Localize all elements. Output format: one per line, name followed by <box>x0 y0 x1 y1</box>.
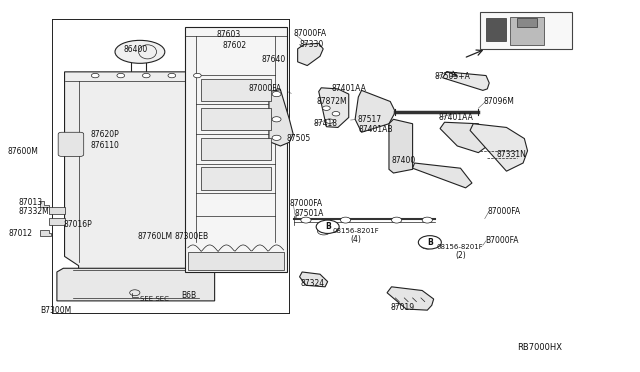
Polygon shape <box>269 90 293 146</box>
Bar <box>49 207 65 214</box>
Circle shape <box>117 73 125 78</box>
Text: 87501A: 87501A <box>294 209 324 218</box>
Circle shape <box>419 235 442 249</box>
Polygon shape <box>413 163 472 188</box>
Circle shape <box>316 220 339 234</box>
Bar <box>200 78 271 101</box>
Text: 87330: 87330 <box>300 40 324 49</box>
Bar <box>200 138 271 160</box>
Text: 86400: 86400 <box>124 45 148 54</box>
Text: 87300EB: 87300EB <box>174 232 209 241</box>
Polygon shape <box>40 231 51 236</box>
Circle shape <box>168 73 175 78</box>
Polygon shape <box>470 124 527 171</box>
Text: 87602: 87602 <box>223 41 247 51</box>
Text: 87324: 87324 <box>301 279 325 288</box>
Bar <box>510 17 543 45</box>
Text: B7300M: B7300M <box>40 306 72 315</box>
Text: 87019: 87019 <box>390 303 414 312</box>
Polygon shape <box>40 201 49 208</box>
Polygon shape <box>440 122 487 153</box>
Text: 87401AA: 87401AA <box>332 84 366 93</box>
Circle shape <box>421 241 434 249</box>
Polygon shape <box>298 43 323 65</box>
Text: 876110: 876110 <box>90 141 119 150</box>
Polygon shape <box>389 119 413 173</box>
Polygon shape <box>319 88 349 128</box>
Polygon shape <box>387 287 434 310</box>
Text: B6B: B6B <box>180 291 196 300</box>
Text: (2): (2) <box>456 251 466 260</box>
Text: 87872M: 87872M <box>317 97 348 106</box>
Polygon shape <box>300 272 328 287</box>
Circle shape <box>143 73 150 78</box>
Text: 87331N: 87331N <box>496 150 526 159</box>
Circle shape <box>323 106 330 110</box>
Circle shape <box>340 217 351 223</box>
Text: 87332M: 87332M <box>19 207 49 216</box>
Text: SEE SEC: SEE SEC <box>140 296 169 302</box>
Polygon shape <box>188 251 284 270</box>
Bar <box>200 167 271 190</box>
FancyBboxPatch shape <box>58 132 84 156</box>
Circle shape <box>272 117 281 122</box>
Text: 87603: 87603 <box>216 29 241 39</box>
Circle shape <box>332 112 340 116</box>
Ellipse shape <box>115 40 165 63</box>
Circle shape <box>301 217 311 223</box>
Text: 87000FA: 87000FA <box>293 29 326 38</box>
Text: 87418: 87418 <box>314 119 338 128</box>
Text: 87401AB: 87401AB <box>358 125 393 134</box>
Circle shape <box>92 73 99 78</box>
Text: 87640: 87640 <box>261 55 285 64</box>
Circle shape <box>422 217 433 223</box>
Text: 87000FA: 87000FA <box>248 84 282 93</box>
Bar <box>49 218 65 225</box>
Text: B: B <box>427 238 433 247</box>
Bar <box>516 19 537 27</box>
FancyBboxPatch shape <box>479 12 572 49</box>
Circle shape <box>317 228 330 235</box>
Polygon shape <box>184 27 287 272</box>
Text: 87013: 87013 <box>19 198 43 207</box>
Text: B7000FA: B7000FA <box>484 236 518 246</box>
Bar <box>486 19 506 41</box>
Polygon shape <box>443 72 489 90</box>
Text: 87096M: 87096M <box>483 97 515 106</box>
Text: 87505: 87505 <box>287 134 311 143</box>
Text: 87000FA: 87000FA <box>289 199 323 208</box>
Text: 87517: 87517 <box>357 115 381 124</box>
Text: 87400: 87400 <box>392 156 416 165</box>
Text: (4): (4) <box>351 235 362 244</box>
Circle shape <box>326 119 333 124</box>
Text: 08156-8201F: 08156-8201F <box>333 228 380 234</box>
Text: 08156-8201F: 08156-8201F <box>436 244 483 250</box>
Polygon shape <box>355 90 396 132</box>
Text: B: B <box>324 222 330 231</box>
Text: 87401AA: 87401AA <box>438 113 473 122</box>
Text: RB7000HX: RB7000HX <box>516 343 562 352</box>
Circle shape <box>272 135 281 140</box>
Text: 87000FA: 87000FA <box>487 207 520 216</box>
Polygon shape <box>65 72 211 269</box>
Text: 87016P: 87016P <box>63 220 92 229</box>
Text: 87505+A: 87505+A <box>435 72 471 81</box>
Bar <box>200 108 271 131</box>
Text: 87620P: 87620P <box>90 130 119 140</box>
Polygon shape <box>57 268 214 301</box>
Circle shape <box>392 217 402 223</box>
Text: 87760LM: 87760LM <box>138 232 173 241</box>
Circle shape <box>193 73 201 78</box>
Text: 87600M: 87600M <box>7 147 38 155</box>
Circle shape <box>272 92 281 97</box>
Text: 87012: 87012 <box>8 229 33 238</box>
